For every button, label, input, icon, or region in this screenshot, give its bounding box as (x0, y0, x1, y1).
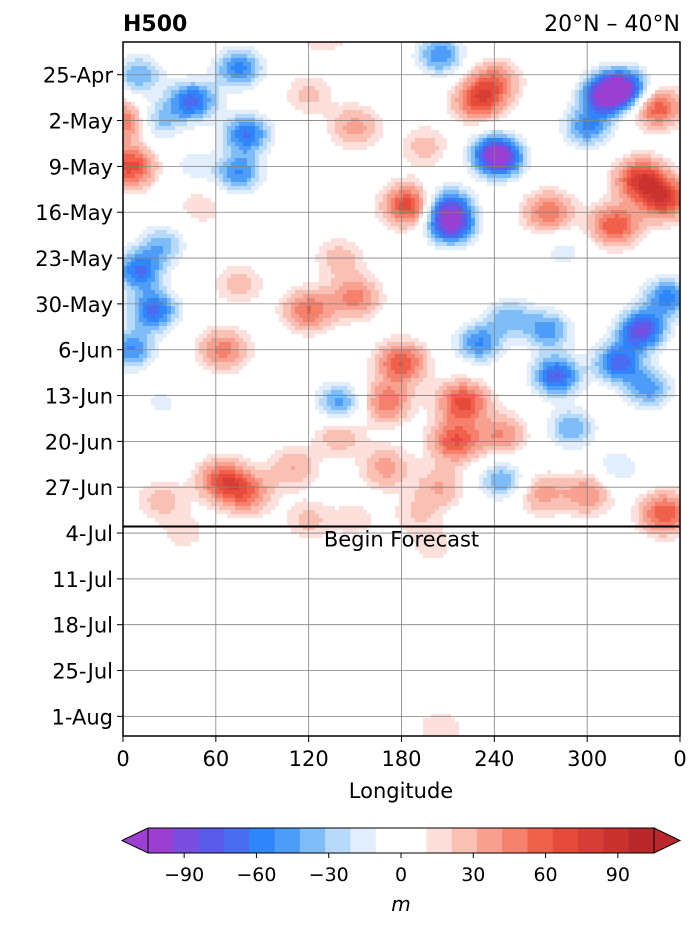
chart-title-left: H500 (123, 12, 187, 37)
y-tick-label: 1-Aug (52, 705, 113, 729)
y-tick-label: 25-Apr (43, 64, 114, 88)
y-tick-label: 18-Jul (52, 614, 113, 638)
colorbar-label: m (391, 892, 410, 916)
y-tick-label: 27-Jun (45, 476, 113, 500)
colorbar-swatch (603, 828, 630, 853)
y-axis: 25-Apr 2-May 9-May 16-May 23-May 30-May 6-Jun 1… (35, 64, 123, 729)
y-tick-label: 20-Jun (45, 430, 113, 454)
y-tick-label: 9-May (49, 155, 113, 179)
y-tick-label: 16-May (35, 201, 113, 225)
colorbar-swatch (578, 828, 604, 853)
anomaly-field (123, 42, 680, 736)
y-tick-label: 25-Jul (52, 660, 113, 684)
grid-lines (123, 42, 680, 736)
chart-title-right: 20°N – 40°N (544, 12, 680, 37)
colorbar-tick-label: 30 (461, 864, 485, 886)
x-tick-label: 180 (381, 747, 421, 771)
colorbar-swatch (401, 828, 427, 853)
colorbar-swatch (148, 828, 174, 853)
colorbar-swatch (476, 828, 503, 853)
y-tick-label: 11-Jul (52, 568, 113, 592)
colorbar-swatch (628, 828, 655, 853)
x-tick-label: 60 (202, 747, 229, 771)
x-tick-label: 120 (289, 747, 329, 771)
x-tick-label: 240 (474, 747, 514, 771)
colorbar-tick-label: 60 (533, 864, 557, 886)
colorbar-swatch (249, 828, 275, 853)
y-tick-label: 30-May (35, 293, 113, 317)
x-axis: 0 60 120 180 240 300 0 (116, 736, 687, 771)
x-tick-label: 0 (673, 747, 686, 771)
colorbar-swatch (299, 828, 326, 853)
colorbar-swatch (552, 828, 579, 853)
y-tick-label: 23-May (35, 247, 113, 271)
colorbar-swatch (375, 828, 402, 853)
colorbar: −90 −60 −30 0 30 60 90 (120, 827, 682, 886)
x-tick-label: 300 (567, 747, 607, 771)
colorbar-tick-label: −60 (236, 864, 276, 886)
colorbar-swatch (274, 828, 301, 853)
colorbar-extend-min (120, 827, 149, 854)
colorbar-swatch (350, 828, 377, 853)
colorbar-swatch (451, 828, 478, 853)
colorbar-swatch (527, 828, 554, 853)
colorbar-extend-max (653, 827, 682, 854)
x-axis-label: Longitude (349, 779, 453, 803)
colorbar-swatch (223, 828, 250, 853)
colorbar-swatch (173, 828, 200, 853)
colorbar-swatch (426, 828, 453, 853)
y-tick-label: 13-Jun (45, 385, 113, 409)
x-tick-label: 0 (116, 747, 129, 771)
colorbar-swatch (502, 828, 528, 853)
colorbar-tick-label: −30 (309, 864, 349, 886)
colorbar-swatch (198, 828, 225, 853)
y-tick-label: 4-Jul (66, 522, 113, 546)
colorbar-tick-label: 0 (395, 864, 407, 886)
colorbar-tick-label: 90 (606, 864, 630, 886)
y-tick-label: 2-May (49, 110, 113, 134)
colorbar-swatch (325, 828, 351, 853)
colorbar-tick-label: −90 (164, 864, 204, 886)
y-tick-label: 6-Jun (58, 339, 113, 363)
begin-forecast-label: Begin Forecast (324, 527, 479, 551)
